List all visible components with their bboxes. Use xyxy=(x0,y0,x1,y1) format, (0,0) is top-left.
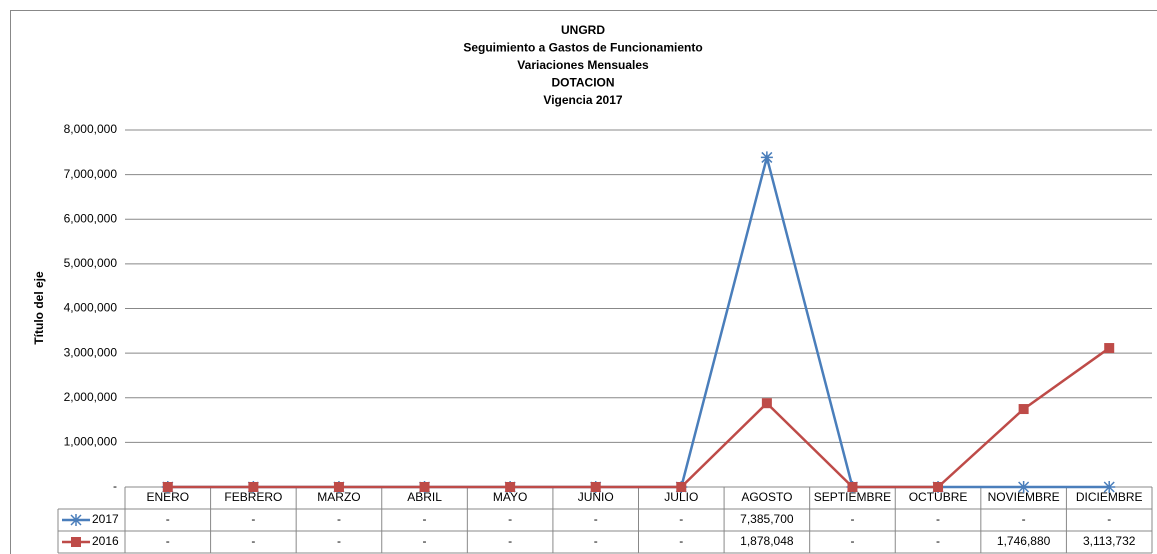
y-axis-title: Título del eje xyxy=(32,271,46,345)
x-tick-label: MARZO xyxy=(317,490,360,504)
x-tick-label: OCTUBRE xyxy=(909,490,968,504)
table-value: 3,113,732 xyxy=(1083,534,1136,548)
point-marker xyxy=(676,482,687,492)
table-value: - xyxy=(1022,512,1026,526)
table-value: - xyxy=(337,534,341,548)
point-marker xyxy=(933,482,944,492)
legend-marker xyxy=(70,514,82,526)
y-tick-label: 7,000,000 xyxy=(64,167,118,181)
point-marker xyxy=(1104,343,1115,354)
table-value: - xyxy=(679,534,683,548)
point-marker xyxy=(847,482,858,492)
y-tick-label: 2,000,000 xyxy=(64,390,118,404)
y-tick-label: 5,000,000 xyxy=(64,256,118,270)
point-marker xyxy=(590,482,601,492)
table-value: - xyxy=(850,534,854,548)
y-tick-label: 3,000,000 xyxy=(64,345,118,359)
point-marker xyxy=(505,482,516,492)
table-value: - xyxy=(166,534,170,548)
table-value: - xyxy=(594,512,598,526)
table-value: 1,878,048 xyxy=(740,534,794,548)
chart-title: Variaciones Mensuales xyxy=(517,58,649,72)
legend-marker xyxy=(71,537,81,547)
x-tick-label: ENERO xyxy=(146,490,189,504)
table-value: - xyxy=(423,512,427,526)
y-tick-label: 1,000,000 xyxy=(64,435,118,449)
legend-label: 2017 xyxy=(92,512,119,526)
chart-title: DOTACION xyxy=(551,76,614,90)
x-tick-label: AGOSTO xyxy=(741,490,792,504)
x-tick-label: NOVIEMBRE xyxy=(988,490,1060,504)
x-tick-label: ABRIL xyxy=(407,490,442,504)
table-value: - xyxy=(508,534,512,548)
table-value: - xyxy=(1107,512,1111,526)
point-marker xyxy=(760,151,773,164)
y-tick-label: 4,000,000 xyxy=(64,301,118,315)
table-value: - xyxy=(936,534,940,548)
chart-title: Seguimiento a Gastos de Funcionamiento xyxy=(463,41,702,55)
point-marker xyxy=(1018,404,1029,415)
point-marker xyxy=(1017,481,1030,493)
table-value: - xyxy=(337,512,341,526)
table-value: - xyxy=(850,512,854,526)
point-marker xyxy=(761,398,772,409)
series-line xyxy=(167,347,1110,489)
point-marker xyxy=(419,482,430,492)
y-tick-label: 6,000,000 xyxy=(64,211,118,225)
table-value: 1,746,880 xyxy=(997,534,1051,548)
table-value: 7,385,700 xyxy=(740,512,794,526)
x-tick-label: SEPTIEMBRE xyxy=(814,490,891,504)
table-value: - xyxy=(594,534,598,548)
chart-border xyxy=(10,10,1157,554)
table-value: - xyxy=(423,534,427,548)
table-value: - xyxy=(508,512,512,526)
table-value: - xyxy=(936,512,940,526)
point-marker xyxy=(1103,481,1116,493)
table-value: - xyxy=(251,534,255,548)
legend-label: 2016 xyxy=(92,534,119,548)
y-tick-label: - xyxy=(113,479,117,493)
table-value: - xyxy=(251,512,255,526)
x-tick-label: JULIO xyxy=(664,490,698,504)
point-marker xyxy=(162,482,173,492)
chart-title: Vigencia 2017 xyxy=(543,93,622,107)
point-marker xyxy=(333,482,344,492)
table-value: - xyxy=(679,512,683,526)
x-tick-label: JUNIO xyxy=(578,490,614,504)
x-tick-label: FEBRERO xyxy=(224,490,282,504)
y-tick-label: 8,000,000 xyxy=(64,122,118,136)
table-value: - xyxy=(166,512,170,526)
point-marker xyxy=(248,482,259,492)
chart-title: UNGRD xyxy=(561,23,605,37)
x-tick-label: DICIEMBRE xyxy=(1076,490,1143,504)
x-tick-label: MAYO xyxy=(493,490,527,504)
